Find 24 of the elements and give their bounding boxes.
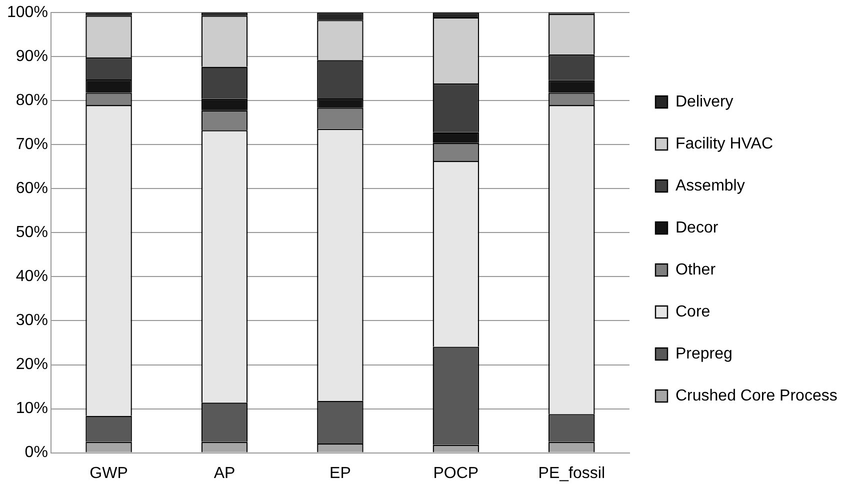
y-tick-label: 20% [16, 356, 48, 374]
y-tick-label: 0% [24, 444, 48, 462]
y-tick-label: 10% [16, 400, 48, 418]
y-tick-label: 60% [16, 180, 48, 198]
legend-label: Facility HVAC [676, 135, 773, 152]
x-tick-label: AP [214, 464, 236, 482]
y-tick-label: 40% [16, 268, 48, 286]
x-tick-label: GWP [90, 464, 128, 482]
y-tick-label: 100% [7, 4, 48, 22]
y-tick-label: 90% [16, 48, 48, 66]
x-tick-label: POCP [433, 464, 479, 482]
legend-label: Crushed Core Process [676, 387, 838, 404]
legend-label: Other [676, 261, 716, 278]
y-tick-label: 80% [16, 92, 48, 110]
y-tick-label: 30% [16, 312, 48, 330]
y-tick-label: 70% [16, 136, 48, 154]
x-tick-label: PE_fossil [538, 464, 605, 482]
y-tick-label: 50% [16, 224, 48, 242]
legend-label: Delivery [676, 93, 734, 110]
legend-label: Assembly [676, 177, 745, 194]
legend-label: Decor [676, 219, 719, 236]
legend-label: Prepreg [676, 345, 732, 362]
legend-label: Core [676, 303, 710, 320]
x-tick-label: EP [330, 464, 351, 482]
